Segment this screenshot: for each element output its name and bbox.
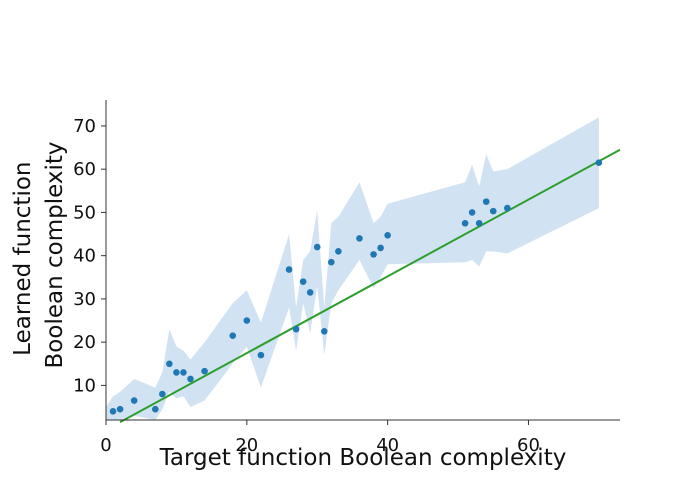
data-point [187, 375, 194, 383]
y-axis-title: Learned function Boolean complexity [10, 142, 68, 369]
y-tick-label: 30 [73, 289, 96, 310]
x-tick-label: 60 [517, 435, 540, 456]
data-point [595, 159, 603, 167]
data-point [201, 367, 208, 375]
data-point [299, 278, 307, 285]
data-point [180, 369, 187, 376]
data-point [173, 369, 180, 376]
x-tick-label: 40 [376, 435, 399, 456]
confidence-band [106, 117, 599, 420]
data-point [370, 251, 377, 258]
data-point [243, 317, 251, 324]
y-tick-label: 40 [73, 246, 96, 267]
axes [105, 100, 620, 421]
y-tick-label: 50 [73, 202, 96, 223]
x-tick-label: 20 [235, 435, 258, 456]
data-point [229, 332, 237, 339]
data-point [116, 405, 124, 413]
data-point [335, 248, 342, 255]
data-point [504, 204, 511, 212]
data-point [461, 219, 469, 227]
data-point [320, 328, 328, 335]
data-point [292, 325, 300, 333]
data-point [257, 351, 265, 359]
data-point [328, 258, 335, 266]
y-axis-title-line-2: Boolean complexity [42, 142, 68, 369]
data-point [313, 243, 321, 251]
data-point [109, 408, 117, 415]
x-axis-title: Target function Boolean complexity [159, 445, 567, 471]
data-point [377, 244, 384, 252]
data-point [285, 266, 293, 273]
fit-line [119, 148, 621, 424]
data-point [489, 207, 497, 215]
x-tick-labels: 0 20 40 60 [100, 420, 540, 456]
y-tick-label: 70 [73, 116, 96, 137]
data-point [166, 360, 173, 368]
data-point [384, 232, 391, 239]
y-axis-title-line-1: Learned function [10, 162, 36, 356]
data-point [482, 198, 490, 205]
data-point [356, 235, 363, 242]
data-point [151, 405, 159, 413]
data-point [306, 289, 314, 296]
data-point [159, 390, 166, 398]
y-tick-label: 10 [73, 375, 96, 396]
plot-area [106, 117, 621, 424]
y-tick-label: 20 [73, 332, 96, 353]
y-tick-label: 60 [73, 159, 96, 180]
y-tick-labels: 10 20 30 40 50 60 70 [73, 116, 106, 396]
data-point [468, 209, 476, 216]
x-tick-label: 0 [100, 435, 111, 456]
data-point [475, 219, 483, 227]
data-point [130, 397, 138, 404]
